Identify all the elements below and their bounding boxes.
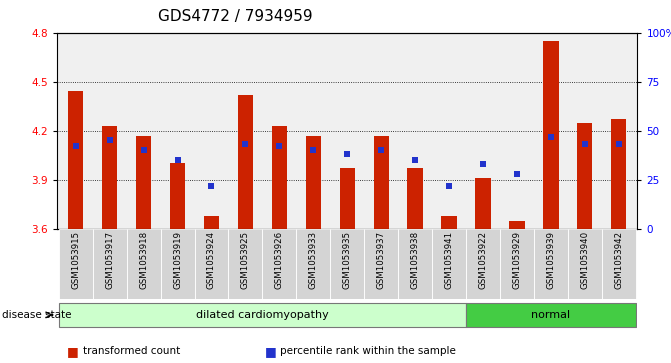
Bar [204, 216, 219, 229]
Bar [59, 303, 466, 327]
Bar [432, 229, 466, 299]
Point [376, 147, 386, 153]
Point [342, 151, 353, 157]
Text: GSM1053918: GSM1053918 [139, 231, 148, 289]
Bar [374, 136, 389, 229]
Bar [68, 91, 83, 229]
Bar [544, 41, 558, 229]
Text: GSM1053935: GSM1053935 [343, 231, 352, 289]
Point [478, 161, 488, 167]
Text: GDS4772 / 7934959: GDS4772 / 7934959 [158, 9, 312, 24]
Text: ■: ■ [265, 345, 277, 358]
Point [580, 142, 590, 147]
Text: disease state: disease state [2, 310, 72, 320]
Text: percentile rank within the sample: percentile rank within the sample [280, 346, 456, 356]
Text: GSM1053942: GSM1053942 [614, 231, 623, 289]
Bar [262, 229, 297, 299]
Bar [398, 229, 432, 299]
Bar [509, 221, 525, 229]
Text: GSM1053929: GSM1053929 [513, 231, 521, 289]
Point [206, 183, 217, 188]
Text: GSM1053915: GSM1053915 [71, 231, 81, 289]
Text: transformed count: transformed count [83, 346, 180, 356]
Bar [407, 168, 423, 229]
Bar [466, 229, 500, 299]
Text: GSM1053917: GSM1053917 [105, 231, 114, 289]
Text: GSM1053938: GSM1053938 [411, 231, 419, 289]
Bar [136, 136, 151, 229]
Text: ■: ■ [67, 345, 79, 358]
Bar [160, 229, 195, 299]
Point [138, 147, 149, 153]
Bar [59, 229, 93, 299]
Point [308, 147, 319, 153]
Point [511, 171, 522, 177]
Bar [127, 229, 160, 299]
Point [274, 143, 285, 149]
Bar [340, 168, 355, 229]
Bar [93, 229, 127, 299]
Bar [170, 163, 185, 229]
Text: normal: normal [531, 310, 570, 320]
Bar [500, 229, 534, 299]
Bar [102, 126, 117, 229]
Text: GSM1053919: GSM1053919 [173, 231, 182, 289]
Point [240, 142, 251, 147]
Point [613, 142, 624, 147]
Text: GSM1053924: GSM1053924 [207, 231, 216, 289]
Text: GSM1053941: GSM1053941 [445, 231, 454, 289]
Point [70, 143, 81, 149]
Text: GSM1053925: GSM1053925 [241, 231, 250, 289]
Bar [611, 119, 627, 229]
Point [546, 134, 556, 139]
Text: GSM1053933: GSM1053933 [309, 231, 318, 289]
Bar [602, 229, 635, 299]
Point [410, 157, 421, 163]
Bar [466, 303, 635, 327]
Bar [577, 122, 592, 229]
Bar [442, 216, 457, 229]
Bar [195, 229, 228, 299]
Text: dilated cardiomyopathy: dilated cardiomyopathy [196, 310, 329, 320]
Bar [228, 229, 262, 299]
Bar [475, 178, 491, 229]
Point [172, 157, 183, 163]
Bar [364, 229, 398, 299]
Bar [534, 229, 568, 299]
Point [444, 183, 454, 188]
Bar [272, 126, 287, 229]
Bar [330, 229, 364, 299]
Bar [238, 95, 253, 229]
Text: GSM1053937: GSM1053937 [376, 231, 386, 289]
Bar [306, 136, 321, 229]
Bar [568, 229, 602, 299]
Bar [297, 229, 330, 299]
Text: GSM1053939: GSM1053939 [546, 231, 556, 289]
Text: GSM1053940: GSM1053940 [580, 231, 589, 289]
Point [104, 138, 115, 143]
Text: GSM1053922: GSM1053922 [478, 231, 488, 289]
Text: GSM1053926: GSM1053926 [275, 231, 284, 289]
